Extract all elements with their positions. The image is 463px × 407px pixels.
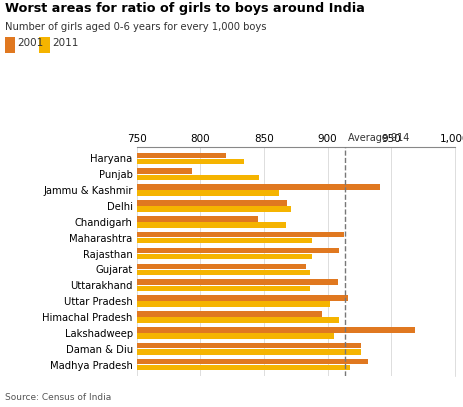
Bar [137,206,290,212]
Bar [137,175,258,180]
Text: 2011: 2011 [52,38,79,48]
Bar [137,216,257,222]
Bar [137,168,191,174]
Bar [137,184,379,190]
Bar [137,264,305,269]
Bar [137,232,344,237]
Text: Number of girls aged 0-6 years for every 1,000 boys: Number of girls aged 0-6 years for every… [5,22,266,33]
Text: 2001: 2001 [18,38,44,48]
Bar [137,343,360,348]
Bar [137,153,225,158]
Bar [137,190,279,196]
Bar [137,359,368,364]
Text: Source: Census of India: Source: Census of India [5,393,111,402]
Bar [137,333,333,339]
Bar [137,286,309,291]
Bar [137,365,350,370]
Text: Average 914: Average 914 [347,133,408,143]
Bar [137,222,285,228]
Bar [137,238,312,243]
Bar [137,254,312,259]
Bar [137,159,243,164]
Bar [137,349,360,354]
Text: Worst areas for ratio of girls to boys around India: Worst areas for ratio of girls to boys a… [5,2,364,15]
Bar [137,301,329,307]
Bar [137,270,309,275]
Bar [137,200,286,206]
Bar [137,311,322,317]
Bar [137,327,414,333]
Bar [137,317,338,323]
Bar [137,280,337,285]
Bar [137,248,338,253]
Bar [137,295,347,301]
